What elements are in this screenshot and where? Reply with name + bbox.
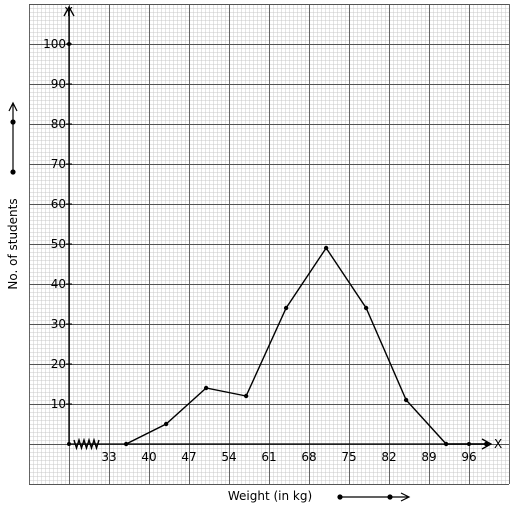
x-tick-label: 61 [261,450,276,464]
y-top-marker [67,42,71,46]
y-tick-label: 90 [51,77,66,91]
x-tick-label: 96 [461,450,476,464]
data-point [363,305,369,311]
x-tick-label: 82 [381,450,396,464]
series-layer [123,245,489,447]
y-tick-label: 10 [51,397,66,411]
data-point [163,421,169,427]
axes [63,5,493,451]
y-tick-label: 50 [51,237,66,251]
y-tick-label: 30 [51,317,66,331]
y-axis-label: No. of students [6,198,20,289]
data-point [323,245,329,251]
origin-point [67,442,71,446]
y-tick-label: 100 [43,37,66,51]
y-tick-label: 20 [51,357,66,371]
x-axis-symbol: X [494,437,502,451]
y-tick-label: 70 [51,157,66,171]
x-tick-label: 40 [141,450,156,464]
x-tick-label: 75 [341,450,356,464]
minor-grid [29,4,509,484]
x-direction-arrow [337,492,411,502]
x-tick-label: 89 [421,450,436,464]
data-point [283,305,289,311]
tick-labels: 10 20 30 40 50 60 70 80 90 100 33 40 47 54 61 68 75 82 89 9… [43,37,477,464]
data-point [123,441,129,447]
x-axis-break-mark [73,437,100,451]
data-point [403,397,409,403]
y-axis-arrowhead [63,5,75,17]
y-direction-arrow [8,101,18,175]
x-tick-label: 33 [101,450,116,464]
data-point [203,385,209,391]
y-tick-label: 60 [51,197,66,211]
y-tick-label: 40 [51,277,66,291]
x-tick-label: 68 [301,450,316,464]
x-end-marker [467,442,471,446]
data-point [483,441,489,447]
x-tick-label: 54 [221,450,236,464]
y-tick-label: 80 [51,117,66,131]
x-tick-label: 47 [181,450,196,464]
data-point [243,393,249,399]
series-line [125,246,487,445]
data-point [443,441,449,447]
x-axis-label: Weight (in kg) [228,489,312,503]
y-axis-symbol: Y [64,5,73,19]
x-axis-arrowhead [481,438,493,450]
